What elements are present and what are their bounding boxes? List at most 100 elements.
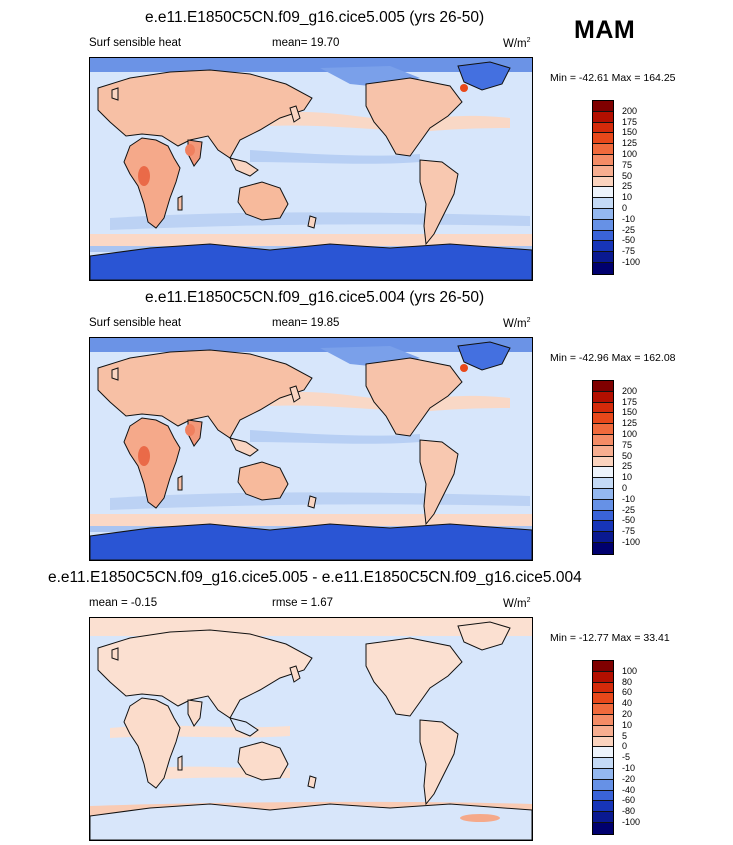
- colorbar-tick-label: -40: [622, 784, 636, 795]
- colorbar-tick-label: -10: [622, 213, 636, 224]
- colorbar-swatch: [593, 714, 613, 726]
- colorbar-tick-label: -100: [622, 817, 641, 827]
- panel3-map: [89, 617, 533, 841]
- colorbar-tick-label: -10: [622, 763, 636, 773]
- colorbar-swatch: [593, 230, 613, 242]
- colorbar-tick-label: 150: [622, 127, 638, 138]
- panel2-units: W/m2: [503, 317, 531, 330]
- colorbar-tick-label: 200: [622, 385, 638, 396]
- panel2-minmax: Min = -42.96 Max = 162.08: [550, 352, 676, 364]
- colorbar-tick-label: 25: [622, 461, 633, 472]
- panel1-colorbar: [592, 100, 614, 275]
- colorbar-tick-label: -80: [622, 806, 636, 817]
- colorbar-tick-label: 100: [622, 429, 638, 439]
- colorbar-swatch: [593, 768, 613, 780]
- colorbar-tick-label: -100: [622, 537, 641, 547]
- colorbar-tick-label: 60: [622, 687, 633, 698]
- colorbar-swatch: [593, 510, 613, 522]
- colorbar-tick-label: 80: [622, 676, 633, 687]
- panel2-colorbar: [592, 380, 614, 555]
- colorbar-swatch: [593, 208, 613, 220]
- colorbar-swatch: [593, 198, 613, 209]
- colorbar-swatch: [593, 144, 613, 155]
- colorbar-tick-label: 100: [622, 149, 638, 159]
- colorbar-swatch: [593, 521, 613, 533]
- panel1-title: e.e11.E1850C5CN.f09_g16.cice5.005 (yrs 2…: [145, 9, 485, 26]
- colorbar-swatch: [593, 187, 613, 199]
- panel3-minmax: Min = -12.77 Max = 33.41: [550, 632, 670, 644]
- colorbar-tick-label: -50: [622, 235, 636, 246]
- colorbar-swatch: [593, 704, 613, 715]
- season-label: MAM: [574, 16, 636, 44]
- colorbar-swatch: [593, 219, 613, 231]
- panel3-title: e.e11.E1850C5CN.f09_g16.cice5.005 - e.e1…: [48, 569, 582, 586]
- colorbar-tick-label: -25: [622, 504, 636, 515]
- colorbar-tick-label: 125: [622, 138, 638, 149]
- colorbar-tick-label: 175: [622, 116, 638, 127]
- colorbar-tick-label: 100: [622, 665, 638, 676]
- colorbar-swatch: [593, 693, 613, 705]
- panel3-mean-label: mean = -0.15: [89, 597, 158, 609]
- colorbar-tick-label: 50: [622, 450, 633, 461]
- colorbar-tick-label: 5: [622, 730, 628, 741]
- panel2-variable-label: Surf sensible heat: [89, 317, 182, 329]
- colorbar-tick-label: 25: [622, 181, 633, 192]
- colorbar-tick-label: -75: [622, 246, 636, 257]
- colorbar-swatch: [593, 790, 613, 802]
- colorbar-swatch: [593, 456, 613, 468]
- colorbar-tick-label: 175: [622, 396, 638, 407]
- colorbar-swatch: [593, 682, 613, 694]
- colorbar-swatch: [593, 424, 613, 435]
- colorbar-tick-label: -25: [622, 224, 636, 235]
- colorbar-tick-label: -50: [622, 515, 636, 526]
- colorbar-tick-label: 0: [622, 203, 628, 213]
- panel3-rmse-label: rmse = 1.67: [272, 597, 334, 609]
- panel1-mean-label: mean= 19.70: [272, 37, 340, 49]
- colorbar-swatch: [593, 101, 613, 112]
- colorbar-tick-label: 10: [622, 472, 633, 483]
- panel3-map-field: [90, 618, 532, 840]
- panel1-variable-label: Surf sensible heat: [89, 37, 182, 49]
- colorbar-swatch: [593, 532, 613, 543]
- colorbar-swatch: [593, 434, 613, 446]
- colorbar-tick-label: -60: [622, 795, 636, 806]
- colorbar-swatch: [593, 111, 613, 123]
- colorbar-swatch: [593, 176, 613, 188]
- colorbar-tick-label: 40: [622, 698, 633, 709]
- colorbar-swatch: [593, 801, 613, 813]
- colorbar-swatch: [593, 413, 613, 425]
- colorbar-swatch: [593, 445, 613, 457]
- colorbar-swatch: [593, 661, 613, 672]
- colorbar-tick-label: 0: [622, 483, 628, 493]
- colorbar-swatch: [593, 488, 613, 500]
- colorbar-tick-label: 75: [622, 159, 633, 170]
- colorbar-swatch: [593, 252, 613, 263]
- colorbar-swatch: [593, 725, 613, 737]
- colorbar-tick-label: -20: [622, 773, 636, 784]
- colorbar-tick-label: -100: [622, 257, 641, 267]
- colorbar-tick-label: 125: [622, 418, 638, 429]
- colorbar-tick-label: -5: [622, 752, 631, 763]
- panel3-units: W/m2: [503, 597, 531, 610]
- panel2-mean-label: mean= 19.85: [272, 317, 340, 329]
- panel1-minmax: Min = -42.61 Max = 164.25: [550, 72, 676, 84]
- colorbar-swatch: [593, 542, 613, 554]
- colorbar-swatch: [593, 402, 613, 414]
- colorbar-tick-label: -10: [622, 493, 636, 504]
- colorbar-tick-label: 20: [622, 709, 633, 719]
- colorbar-swatch: [593, 671, 613, 683]
- colorbar-tick-label: -75: [622, 526, 636, 537]
- colorbar-swatch: [593, 822, 613, 834]
- colorbar-tick-label: 10: [622, 192, 633, 203]
- colorbar-swatch: [593, 747, 613, 759]
- colorbar-swatch: [593, 499, 613, 511]
- colorbar-swatch: [593, 262, 613, 274]
- colorbar-tick-label: 75: [622, 439, 633, 450]
- colorbar-swatch: [593, 478, 613, 489]
- colorbar-swatch: [593, 154, 613, 166]
- panel2-map: [89, 337, 533, 561]
- colorbar-swatch: [593, 241, 613, 253]
- colorbar-swatch: [593, 812, 613, 823]
- colorbar-tick-label: 0: [622, 741, 628, 752]
- colorbar-swatch: [593, 779, 613, 791]
